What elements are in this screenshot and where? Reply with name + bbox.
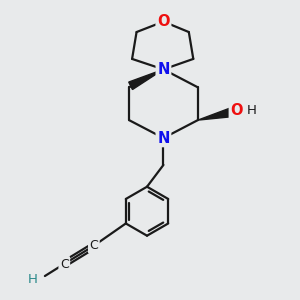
Text: O: O xyxy=(230,103,243,118)
Text: N: N xyxy=(157,130,170,146)
Text: H: H xyxy=(247,104,257,117)
Polygon shape xyxy=(198,107,235,120)
Text: C: C xyxy=(89,239,98,252)
Text: H: H xyxy=(28,273,38,286)
Text: N: N xyxy=(157,62,170,77)
Polygon shape xyxy=(129,69,164,89)
Text: O: O xyxy=(157,14,170,29)
Text: C: C xyxy=(60,258,69,271)
